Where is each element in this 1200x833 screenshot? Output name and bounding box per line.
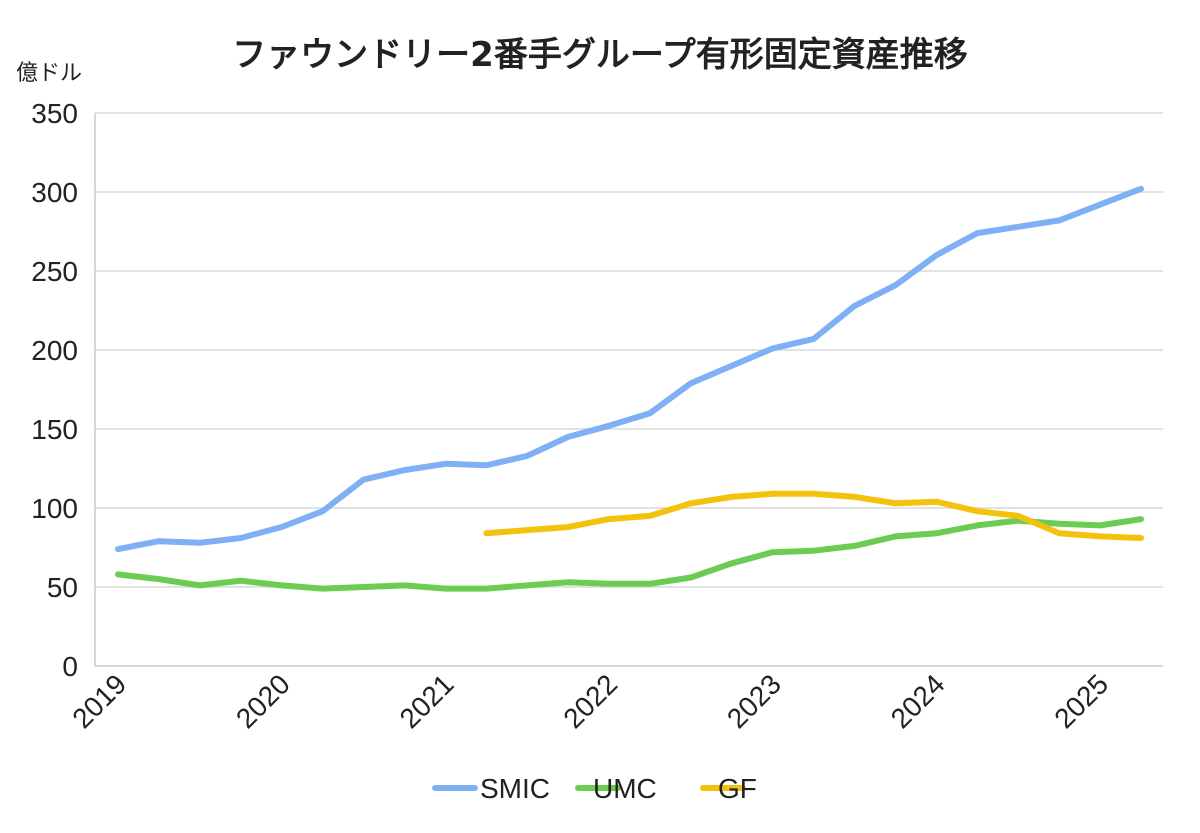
legend-label-umc: UMC [593,773,657,804]
series-line-smic [115,185,1144,553]
legend-label-gf: GF [718,773,757,804]
x-tick-label: 2025 [1048,668,1114,734]
y-axis-ticks: 0 50 100 150 200 250 300 350 [31,98,78,682]
x-tick-label: 2020 [230,668,296,734]
legend-label-smic: SMIC [480,773,550,804]
y-axis-unit-label: 億ドル [16,61,82,86]
x-tick-label: 2024 [885,668,951,734]
y-tick-label: 0 [62,651,78,682]
y-tick-label: 150 [31,414,78,445]
y-tick-label: 100 [31,493,78,524]
series-line-umc [115,516,1144,592]
legend: SMIC UMC GF [432,773,757,804]
y-tick-label: 50 [47,572,78,603]
x-tick-label: 2023 [721,668,787,734]
x-axis-ticks: 2019 2020 2021 2022 2023 2024 2025 [66,668,1114,734]
series-line-gf [483,490,1144,541]
x-tick-label: 2021 [394,668,460,734]
y-tick-label: 250 [31,256,78,287]
y-tick-label: 350 [31,98,78,129]
series-lines [115,185,1144,592]
y-tick-label: 300 [31,177,78,208]
x-tick-label: 2022 [557,668,623,734]
chart-title: ファウンドリー2番手グループ有形固定資産推移 [232,35,968,75]
y-tick-label: 200 [31,335,78,366]
